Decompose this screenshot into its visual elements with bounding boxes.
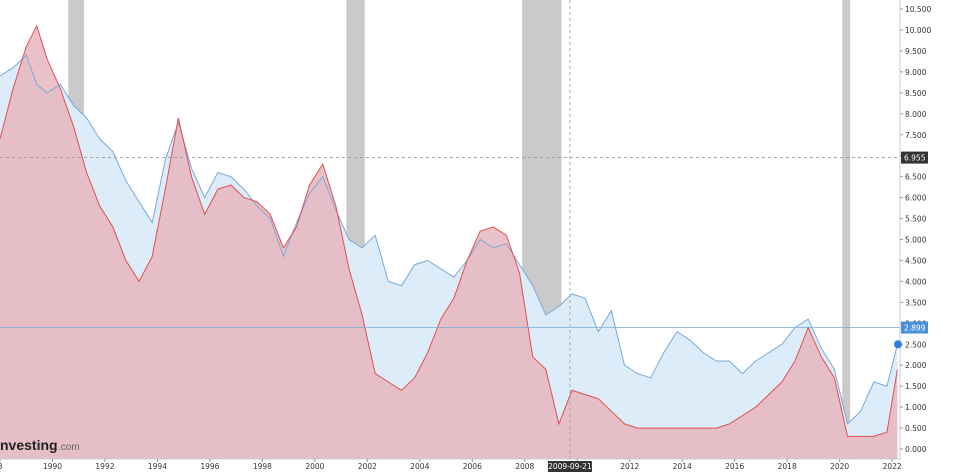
x-tick-label-3: 1994 (148, 462, 167, 471)
logo-suffix: .com (58, 442, 80, 453)
y-tick-label-0: 0.000 (905, 445, 927, 454)
y-tick-label-19: 9.500 (905, 47, 927, 56)
info-dot-icon (894, 340, 902, 349)
y-tick-label-17: 8.500 (905, 89, 927, 98)
series-line-1 (0, 24, 898, 437)
crosshair-x-badge (547, 461, 592, 472)
y-tick-label-2: 1.000 (905, 403, 927, 412)
x-tick-label-13: 2014 (673, 462, 692, 471)
y-tick-label-16: 8.000 (905, 110, 927, 119)
y-tick-label-3: 1.500 (905, 382, 927, 391)
x-tick-label-14: 2016 (725, 462, 744, 471)
y-tick-label-21: 10.500 (905, 5, 931, 14)
logo-text: nvesting (0, 437, 58, 453)
y-tick-label-20: 10.000 (905, 26, 931, 35)
y-tick-label-10: 5.000 (905, 236, 927, 245)
x-tick-label-15: 2018 (778, 462, 797, 471)
y-tick-label-15: 7.500 (905, 131, 927, 140)
current-value-label: 2.899 (904, 324, 926, 333)
y-tick-label-1: 0.500 (905, 424, 927, 433)
series-line-0 (0, 54, 898, 425)
y-axis: 0.0000.5001.0001.5002.0002.5003.0003.500… (899, 0, 931, 459)
y-tick-label-13: 6.500 (905, 173, 927, 182)
investing-logo: nvesting .com (0, 437, 80, 453)
crosshair-guides (0, 0, 900, 459)
y-tick-label-7: 3.500 (905, 298, 927, 307)
crosshair-y-label: 6.955 (904, 154, 926, 163)
current-value-badge (901, 321, 928, 334)
series-lines (0, 24, 898, 437)
y-tick-label-8: 4.000 (905, 277, 927, 286)
y-tick-label-4: 2.000 (905, 361, 927, 370)
x-tick-label-17: 2022 (883, 462, 902, 471)
x-tick-label-7: 2002 (358, 462, 377, 471)
crosshair-x-label: 2009-09-21 (548, 462, 592, 471)
x-tick-label-12: 2012 (620, 462, 639, 471)
y-tick-label-18: 9.000 (905, 68, 927, 77)
x-tick-label-5: 1998 (253, 462, 272, 471)
recession-band-3 (842, 0, 851, 459)
series-areas (0, 25, 898, 460)
y-tick-label-9: 4.500 (905, 256, 927, 265)
y-tick-label-12: 6.000 (905, 194, 927, 203)
x-axis: 8 1990 1992 1994 1996 1998 2000 2002 2004 2006 200… (0, 458, 902, 471)
y-tick-label-11: 5.500 (905, 215, 927, 224)
x-tick-label-16: 2020 (830, 462, 849, 471)
y-tick-label-5: 2.500 (905, 340, 927, 349)
x-tick-label-6: 2000 (305, 462, 324, 471)
x-tick-label-1: 1990 (43, 462, 62, 471)
x-tick-label-8: 2004 (410, 462, 429, 471)
series-area-1 (0, 25, 898, 460)
x-tick-label-2: 1992 (95, 462, 114, 471)
x-tick-label-4: 1996 (200, 462, 219, 471)
axis-badges: 6.955 2.899 2009-09-21 (547, 151, 928, 472)
x-tick-label-0: 8 (0, 462, 3, 471)
x-tick-label-10: 2008 (515, 462, 534, 471)
x-tick-label-9: 2006 (463, 462, 482, 471)
crosshair-y-badge (901, 151, 928, 164)
